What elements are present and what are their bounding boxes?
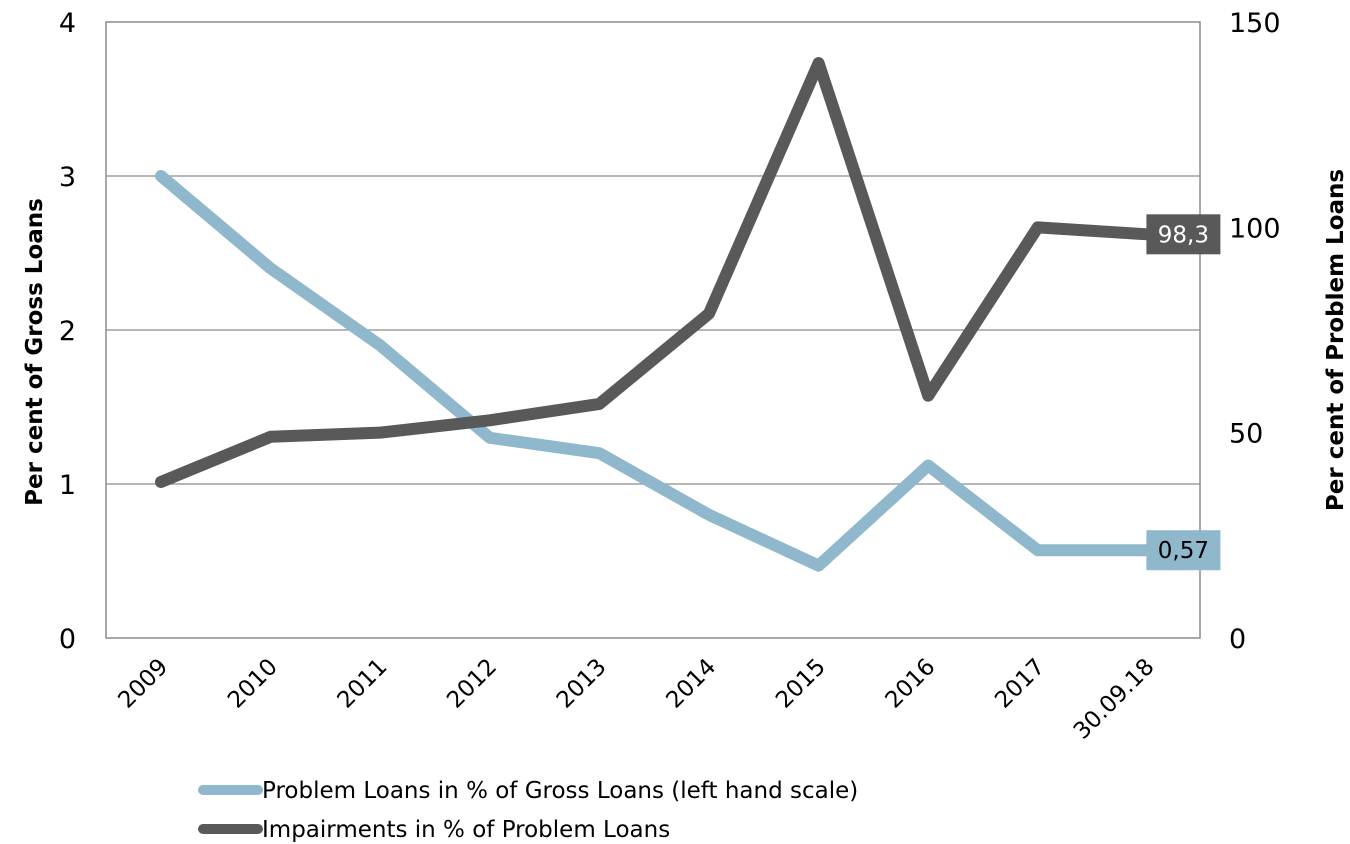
x-axis-ticks: 2009 2010 2011 2012 2013 2014 2015 2016 2017 30.0…: [113, 654, 1159, 745]
data-point: [1036, 549, 1039, 552]
legend-label-impairments: Impairments in % of Problem Loans: [262, 817, 670, 843]
right-axis-title: Per cent of Problem Loans: [1323, 169, 1349, 511]
data-point: [488, 436, 491, 439]
x-tick-label: 2012: [442, 654, 502, 714]
data-point: [817, 564, 820, 567]
data-point: [269, 267, 272, 270]
series-lines: [155, 57, 1154, 572]
x-tick-label: 2016: [881, 654, 941, 714]
x-tick-label: 2017: [990, 654, 1050, 714]
data-point: [598, 452, 601, 455]
data-point: [488, 419, 491, 422]
x-tick-label: 2014: [661, 654, 721, 714]
end-label-box: [1146, 214, 1221, 255]
left-tick-label: 2: [59, 316, 76, 347]
x-tick-label: 2009: [113, 654, 173, 714]
left-tick-label: 1: [59, 470, 76, 501]
data-point: [160, 480, 162, 483]
data-point: [708, 312, 710, 315]
right-axis-ticks: 0 50 100 150: [1229, 8, 1281, 655]
legend-label-problem-loans: Problem Loans in % of Gross Loans (left …: [262, 778, 858, 804]
data-point: [379, 431, 382, 434]
x-tick-label: 2015: [771, 654, 831, 714]
right-tick-label: 50: [1229, 419, 1263, 450]
end-label: 0,57: [1158, 538, 1209, 564]
end-label: 98,3: [1158, 222, 1209, 248]
legend: Problem Loans in % of Gross Loans (left …: [198, 778, 858, 843]
end-label-box: [1146, 530, 1221, 571]
data-point: [708, 513, 710, 516]
right-tick-label: 100: [1229, 213, 1281, 244]
data-point: [269, 435, 272, 438]
left-axis-title: Per cent of Gross Loans: [22, 198, 48, 506]
left-tick-label: 0: [59, 624, 76, 655]
data-point: [379, 344, 382, 347]
right-tick-label: 0: [1229, 624, 1246, 655]
right-tick-label: 150: [1229, 8, 1281, 39]
data-point: [817, 62, 820, 65]
data-point: [927, 464, 930, 467]
x-tick-label: 2013: [552, 654, 612, 714]
data-point: [1036, 226, 1039, 229]
x-tick-label: 2010: [223, 654, 283, 714]
x-tick-label: 2011: [333, 654, 393, 714]
series-line-0: [155, 170, 1154, 572]
data-point: [160, 175, 162, 177]
data-point: [927, 394, 930, 397]
x-tick-label: 30.09.18: [1069, 654, 1160, 745]
end-labels: 0,57 98,3: [1146, 214, 1221, 571]
left-axis-ticks: 0 1 2 3 4: [59, 8, 76, 655]
series-line-1: [155, 57, 1154, 488]
left-tick-label: 4: [59, 8, 76, 39]
data-point: [598, 402, 601, 405]
left-tick-label: 3: [59, 162, 76, 193]
